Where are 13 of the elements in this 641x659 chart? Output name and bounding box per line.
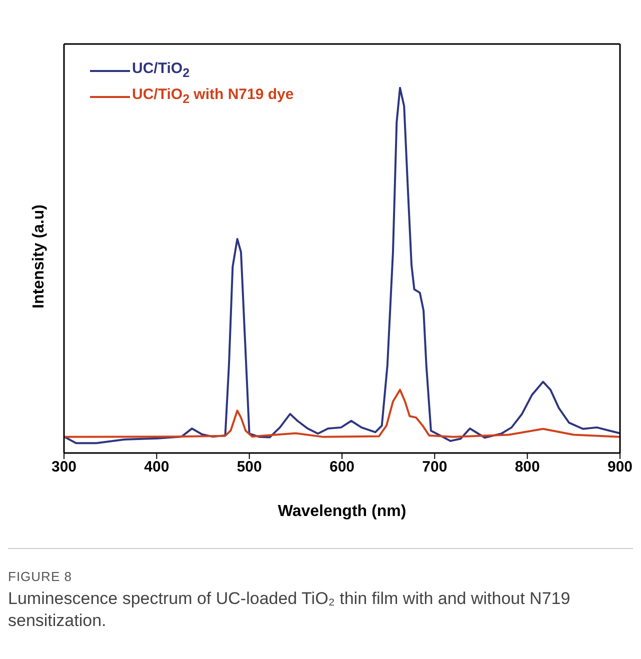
x-tick-label: 500 [236,458,262,476]
x-tick-label: 600 [329,458,355,476]
text: FIGURE 8 [8,569,73,584]
legend-label: UC/TiO$_{2}$ with N719 dye [132,85,294,108]
x-tick-label: 900 [607,458,633,476]
legend-label: UC/TiO$_{2}$ [132,59,190,82]
x-tick-label: 300 [51,458,77,476]
x-tick-label: 700 [422,458,448,476]
y-axis-title: Intensity (a.u) [30,204,48,308]
text: Luminescence spectrum of UC-loaded TiO₂ thin film with and without N719 sensitization. [8,589,570,630]
x-tick-label: 400 [144,458,170,476]
x-tick-label: 800 [514,458,540,476]
x-axis-title: Wavelength (nm) [278,503,406,520]
